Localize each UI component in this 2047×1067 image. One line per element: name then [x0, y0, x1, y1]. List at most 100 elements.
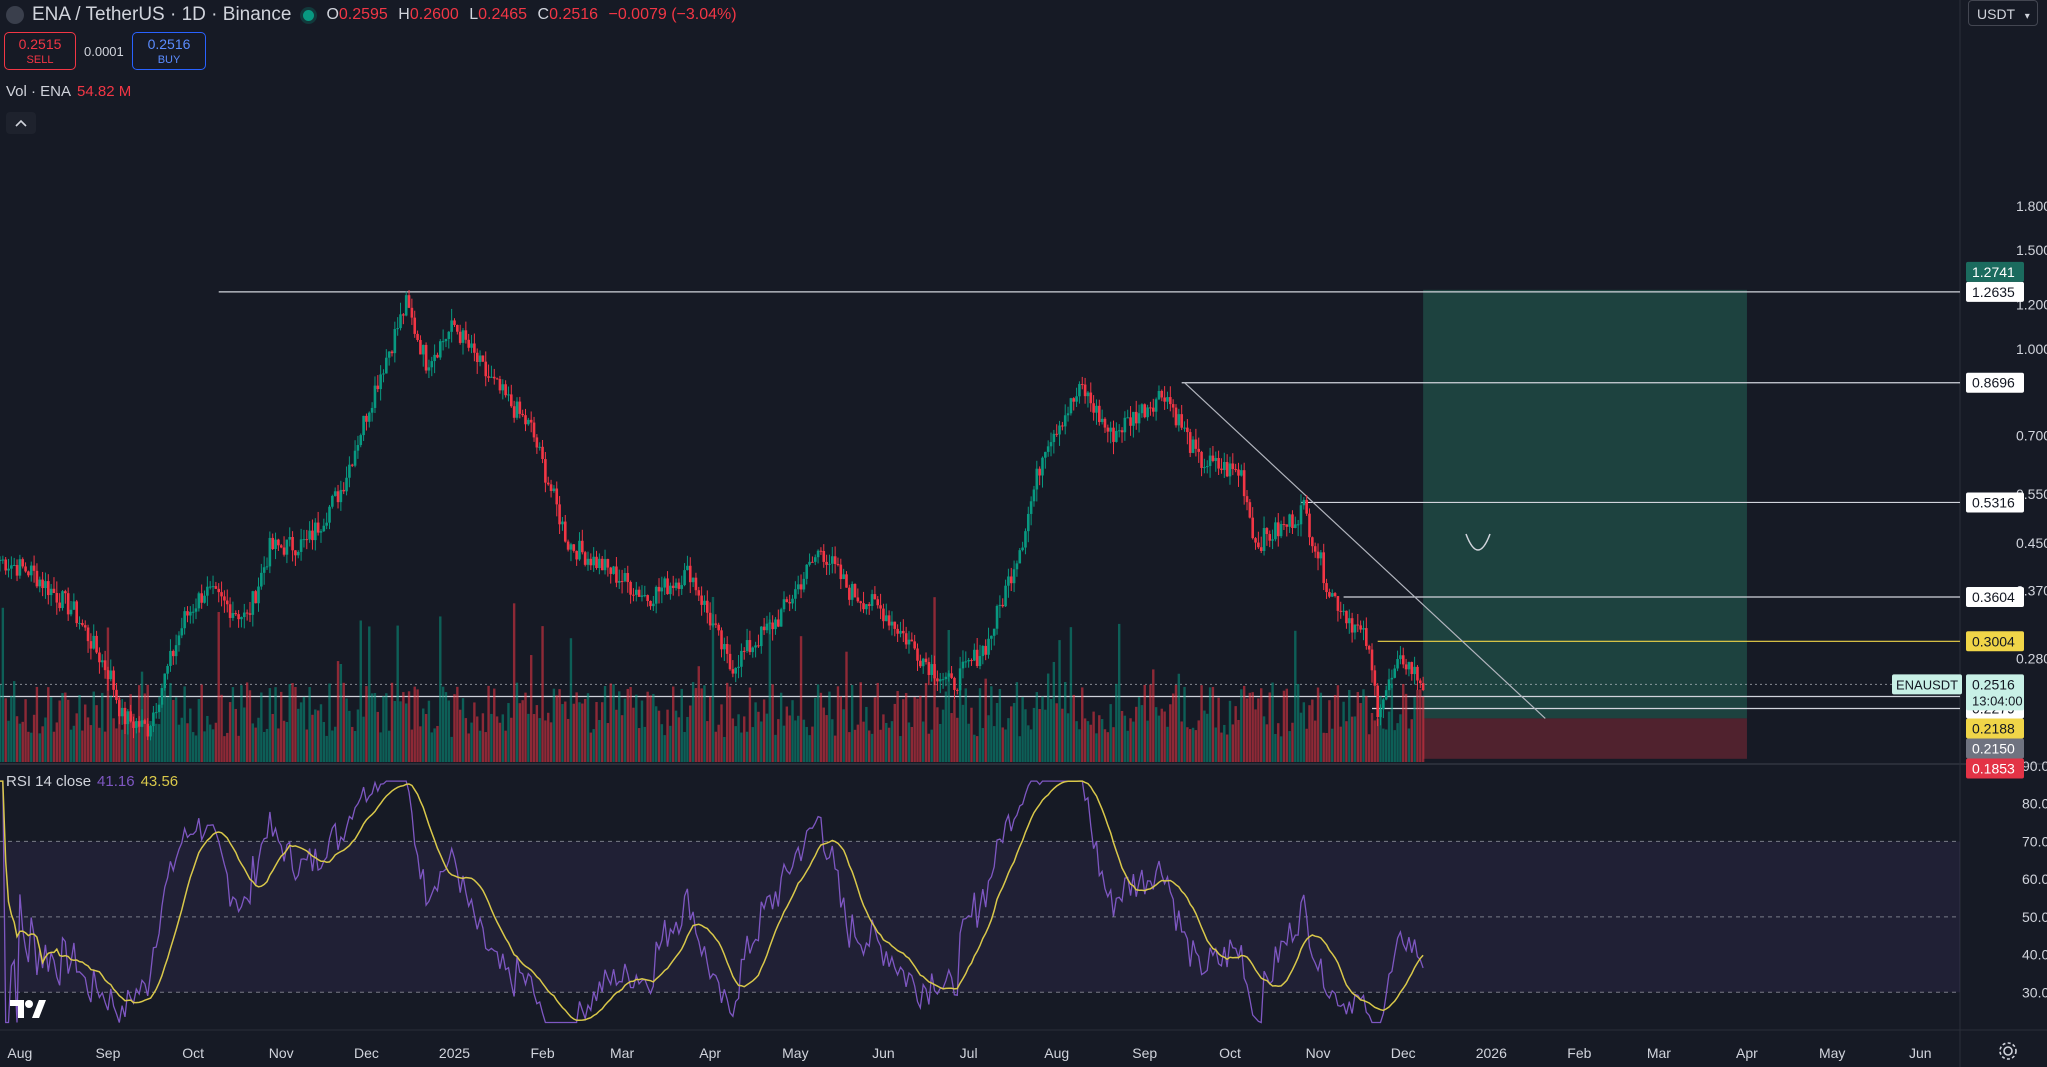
candle: [1225, 461, 1229, 477]
candle: [998, 604, 1002, 606]
candle: [274, 539, 277, 549]
volume-bar: [1075, 721, 1078, 762]
candle: [433, 354, 436, 362]
volume-bar: [802, 719, 806, 762]
candle: [1015, 563, 1019, 570]
volume-bar: [1282, 690, 1286, 762]
currency-select[interactable]: USDT ▾: [1968, 0, 2038, 26]
candle: [1308, 513, 1311, 538]
candle: [1234, 469, 1237, 471]
volume-bar: [782, 725, 786, 762]
volume-bar: [228, 702, 232, 762]
candle: [521, 413, 524, 416]
price-marker[interactable]: 1.2741: [1966, 261, 2024, 282]
candle: [1200, 451, 1203, 468]
level-price-label[interactable]: 0.5316: [1966, 492, 2024, 513]
level-price-label[interactable]: 0.3004: [1966, 631, 2024, 652]
candle: [279, 545, 283, 548]
buy-button[interactable]: 0.2516 BUY: [132, 32, 206, 70]
candle: [470, 343, 473, 348]
volume-bar: [1308, 705, 1311, 762]
volume-bar: [1393, 730, 1396, 762]
volume-bar: [211, 729, 215, 762]
rsi-legend[interactable]: RSI 14 close 41.16 43.56: [6, 773, 178, 790]
candle: [600, 558, 604, 571]
position-stop-zone[interactable]: [1423, 718, 1747, 759]
volume-legend[interactable]: Vol · ENA 54.82 M: [6, 83, 131, 100]
candle: [896, 628, 899, 634]
volume-bar: [745, 731, 749, 762]
candle: [575, 550, 578, 560]
volume-bar: [581, 703, 584, 762]
candle: [799, 584, 803, 590]
volume-bar: [1257, 698, 1260, 762]
candle: [1421, 683, 1425, 690]
candle: [771, 622, 774, 630]
volume-bar: [552, 688, 556, 762]
candle: [924, 658, 928, 663]
level-price-label[interactable]: 0.3604: [1966, 586, 2024, 607]
candle: [1134, 411, 1138, 424]
trendline[interactable]: [1184, 382, 1546, 719]
candle: [941, 679, 945, 681]
candle: [285, 539, 289, 555]
candle: [345, 477, 348, 492]
volume-bar: [1146, 720, 1149, 762]
candle: [1035, 468, 1039, 490]
sell-button[interactable]: 0.2515 SELL: [4, 32, 76, 70]
candle: [870, 594, 874, 606]
volume-bar: [217, 611, 220, 762]
candle: [546, 482, 550, 485]
settings-gear-icon[interactable]: [1997, 1040, 2019, 1062]
candle: [1186, 427, 1189, 433]
time-axis-label: Feb: [530, 1045, 554, 1061]
price-marker[interactable]: 0.1853: [1966, 758, 2024, 779]
volume-bar: [1152, 669, 1155, 762]
volume-bar: [924, 683, 928, 762]
candle: [598, 558, 601, 569]
level-price-label[interactable]: 0.8696: [1966, 372, 2024, 393]
candle: [572, 544, 576, 551]
candle: [737, 666, 740, 668]
candle: [1177, 414, 1181, 426]
volume-bar: [518, 703, 522, 762]
price-marker[interactable]: 0.2150: [1966, 738, 2024, 759]
volume-bar: [1115, 683, 1118, 762]
volume-bar: [686, 716, 689, 762]
symbol-title[interactable]: ENA / TetherUS · 1D · Binance: [32, 4, 292, 25]
volume-bar: [419, 726, 422, 762]
candle: [1188, 432, 1192, 453]
volume-bar: [274, 687, 277, 762]
volume-bar: [260, 692, 263, 762]
candle: [1191, 439, 1195, 453]
collapse-legend-button[interactable]: [6, 112, 36, 134]
volume-bar: [498, 722, 502, 762]
volume-bar: [606, 723, 610, 762]
volume-bar: [569, 638, 573, 762]
volume-bar: [348, 710, 351, 762]
time-axis-label: Feb: [1567, 1045, 1591, 1061]
symbol-price-tag[interactable]: ENAUSDT: [1892, 674, 1962, 695]
volume-bar: [811, 726, 814, 762]
candle: [1151, 407, 1155, 412]
volume-bar: [390, 682, 394, 762]
candle: [220, 592, 223, 597]
candle: [1319, 552, 1323, 559]
position-target-zone[interactable]: [1423, 289, 1747, 719]
volume-bar: [407, 691, 411, 762]
drawn-curve[interactable]: [1465, 533, 1491, 551]
volume-bar: [828, 691, 831, 762]
market-status-icon: [303, 9, 315, 21]
candle: [1, 559, 5, 561]
candle: [206, 586, 209, 596]
level-price-label[interactable]: 1.2635: [1966, 281, 2024, 302]
candle: [1038, 468, 1041, 476]
candle: [1208, 455, 1212, 467]
candle: [1291, 514, 1294, 529]
price-marker[interactable]: 0.2188: [1966, 718, 2024, 739]
volume-bar: [757, 711, 760, 762]
candle: [240, 617, 243, 620]
volume-bar: [708, 696, 712, 762]
